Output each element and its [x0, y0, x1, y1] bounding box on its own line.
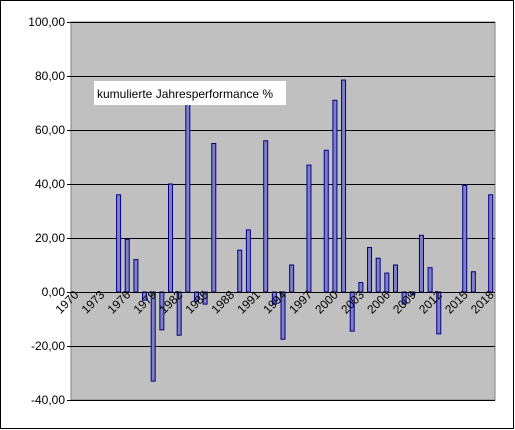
bar-2001 — [341, 79, 347, 293]
bar-1981 — [168, 183, 174, 293]
bar-2006 — [384, 272, 390, 293]
bar-1989 — [237, 249, 243, 293]
y-tick-label: -40,00 — [31, 393, 65, 407]
bar-2018 — [488, 194, 494, 293]
y-tick-label: 40,00 — [35, 177, 65, 191]
annotation-background — [94, 81, 286, 105]
bar-1979 — [150, 291, 156, 382]
bar-2015 — [462, 184, 468, 293]
y-tick-label: -20,00 — [31, 339, 65, 353]
bar-1995 — [289, 264, 295, 293]
bar-1990 — [245, 229, 251, 293]
bar-1975 — [116, 194, 122, 293]
y-tick-label: 100,00 — [28, 15, 65, 29]
bar-1976 — [124, 238, 130, 293]
bar-1986 — [211, 143, 217, 293]
bar-1999 — [323, 149, 329, 293]
bar-1992 — [263, 140, 269, 293]
annotation-box: kumulierte Jahresperformance % — [94, 81, 286, 105]
bar-2010 — [418, 234, 424, 293]
y-tick-label: 20,00 — [35, 231, 65, 245]
bar-2016 — [470, 271, 476, 293]
plot-area — [70, 21, 496, 401]
bar-1997 — [306, 164, 312, 293]
bar-2007 — [392, 264, 398, 293]
bar-2000 — [332, 99, 338, 293]
bar-2004 — [367, 246, 373, 293]
bar-1977 — [133, 259, 139, 293]
bar-1983 — [185, 97, 191, 293]
bar-2005 — [375, 257, 381, 293]
y-tick-label: 0,00 — [42, 285, 66, 299]
y-tick-label: 60,00 — [35, 123, 65, 137]
gridlines — [71, 22, 495, 401]
annotation-label: kumulierte Jahresperformance % — [97, 87, 273, 101]
bar-2011 — [427, 267, 433, 293]
y-tick-label: 80,00 — [35, 69, 65, 83]
y-axis-ticks: -40,00 -20,00 0,00 20,00 40,00 60,00 80,00 100,… — [28, 15, 71, 407]
